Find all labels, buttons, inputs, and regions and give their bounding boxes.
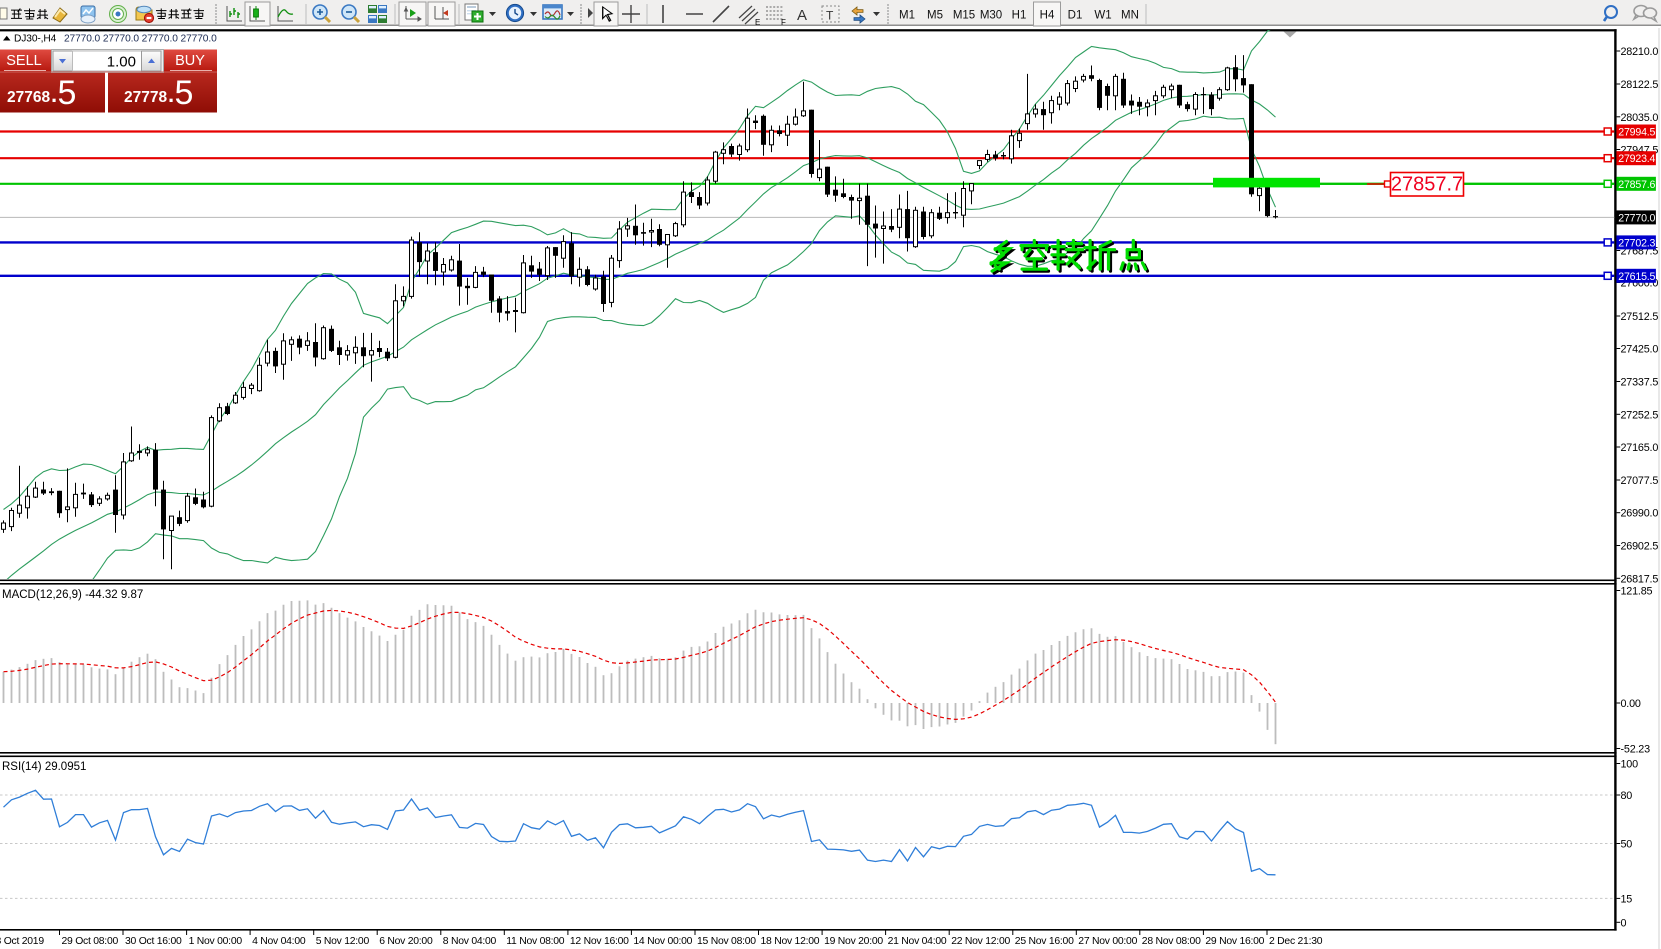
svg-text:27 Nov 00:00: 27 Nov 00:00	[1078, 936, 1137, 947]
svg-text:50: 50	[1621, 839, 1633, 851]
svg-text:DJ30-,H4 27770.0 27770.0 2777: DJ30-,H4 27770.0 27770.0 27770.0 27770.0	[14, 34, 217, 45]
svg-text:26990.0: 26990.0	[1621, 508, 1659, 520]
svg-text:29 Nov 16:00: 29 Nov 16:00	[1205, 936, 1264, 947]
svg-text:27770.0: 27770.0	[1618, 212, 1655, 224]
svg-text:.: .	[168, 82, 174, 107]
svg-text:28122.5: 28122.5	[1621, 79, 1659, 91]
svg-text:28 Nov 08:00: 28 Nov 08:00	[1142, 936, 1201, 947]
svg-text:26817.5: 26817.5	[1621, 573, 1659, 585]
svg-text:12 Nov 16:00: 12 Nov 16:00	[570, 936, 629, 947]
svg-text:14 Nov 00:00: 14 Nov 00:00	[633, 936, 692, 947]
svg-text:27768: 27768	[7, 89, 50, 106]
svg-text:0.00: 0.00	[1621, 698, 1641, 710]
svg-text:27077.5: 27077.5	[1621, 475, 1659, 487]
svg-text:27702.3: 27702.3	[1618, 237, 1655, 249]
svg-text:27778: 27778	[124, 89, 167, 106]
svg-text:27994.5: 27994.5	[1618, 127, 1655, 139]
svg-text:1 Nov 00:00: 1 Nov 00:00	[189, 936, 243, 947]
svg-text:28035.0: 28035.0	[1621, 112, 1659, 124]
svg-text:RSI(14) 29.0951: RSI(14) 29.0951	[2, 761, 86, 773]
svg-text:11 Nov 08:00: 11 Nov 08:00	[506, 936, 565, 947]
svg-text:H4: H4	[1040, 10, 1055, 22]
svg-text:5: 5	[175, 74, 194, 112]
svg-text:27857.6: 27857.6	[1618, 179, 1655, 191]
svg-text:100: 100	[1621, 759, 1639, 771]
svg-text:W1: W1	[1094, 10, 1111, 22]
svg-text:27615.5: 27615.5	[1618, 271, 1655, 283]
svg-text:18 Nov 12:00: 18 Nov 12:00	[761, 936, 820, 947]
svg-text:-52.23: -52.23	[1621, 744, 1651, 756]
svg-text:M30: M30	[980, 10, 1002, 22]
svg-text:27165.0: 27165.0	[1621, 442, 1659, 454]
svg-text:27923.4: 27923.4	[1618, 153, 1655, 165]
svg-text:28210.0: 28210.0	[1621, 46, 1659, 58]
svg-text:H1: H1	[1012, 10, 1027, 22]
svg-text:5: 5	[58, 74, 77, 112]
svg-text:21 Nov 04:00: 21 Nov 04:00	[888, 936, 947, 947]
svg-text:19 Nov 20:00: 19 Nov 20:00	[824, 936, 883, 947]
svg-text:28 Oct 2019: 28 Oct 2019	[0, 936, 44, 947]
svg-text:27425.0: 27425.0	[1621, 344, 1659, 356]
svg-text:80: 80	[1621, 790, 1633, 802]
svg-text:M5: M5	[927, 10, 943, 22]
svg-text:1.00: 1.00	[107, 54, 136, 71]
svg-text:27252.5: 27252.5	[1621, 409, 1659, 421]
svg-text:D1: D1	[1068, 10, 1083, 22]
svg-text:27857.7: 27857.7	[1391, 174, 1463, 196]
svg-text:5 Nov 12:00: 5 Nov 12:00	[316, 936, 370, 947]
svg-text:MN: MN	[1121, 10, 1139, 22]
svg-text:BUY: BUY	[175, 53, 205, 69]
svg-text:0: 0	[1621, 917, 1627, 929]
svg-text:MACD(12,26,9) -44.32 9.87: MACD(12,26,9) -44.32 9.87	[2, 589, 143, 601]
svg-text:T: T	[826, 9, 834, 23]
svg-text:29 Oct 08:00: 29 Oct 08:00	[62, 936, 119, 947]
svg-text:27337.5: 27337.5	[1621, 377, 1659, 389]
svg-text:27512.5: 27512.5	[1621, 311, 1659, 323]
svg-text:26902.5: 26902.5	[1621, 541, 1659, 553]
svg-text:SELL: SELL	[6, 53, 41, 69]
svg-text:A: A	[797, 7, 807, 24]
svg-text:4 Nov 04:00: 4 Nov 04:00	[252, 936, 306, 947]
svg-text:2 Dec 21:30: 2 Dec 21:30	[1269, 936, 1323, 947]
svg-text:22 Nov 12:00: 22 Nov 12:00	[951, 936, 1010, 947]
svg-text:121.85: 121.85	[1621, 586, 1653, 598]
svg-text:E: E	[755, 18, 760, 27]
svg-text:30 Oct 16:00: 30 Oct 16:00	[125, 936, 182, 947]
svg-text:F: F	[781, 18, 786, 27]
svg-text:25 Nov 16:00: 25 Nov 16:00	[1015, 936, 1074, 947]
svg-text:M1: M1	[899, 10, 915, 22]
svg-text:.: .	[51, 82, 57, 107]
svg-text:15 Nov 08:00: 15 Nov 08:00	[697, 936, 756, 947]
svg-text:8 Nov 04:00: 8 Nov 04:00	[443, 936, 497, 947]
svg-text:6 Nov 20:00: 6 Nov 20:00	[379, 936, 433, 947]
svg-text:15: 15	[1621, 893, 1633, 905]
svg-text:M15: M15	[953, 10, 975, 22]
